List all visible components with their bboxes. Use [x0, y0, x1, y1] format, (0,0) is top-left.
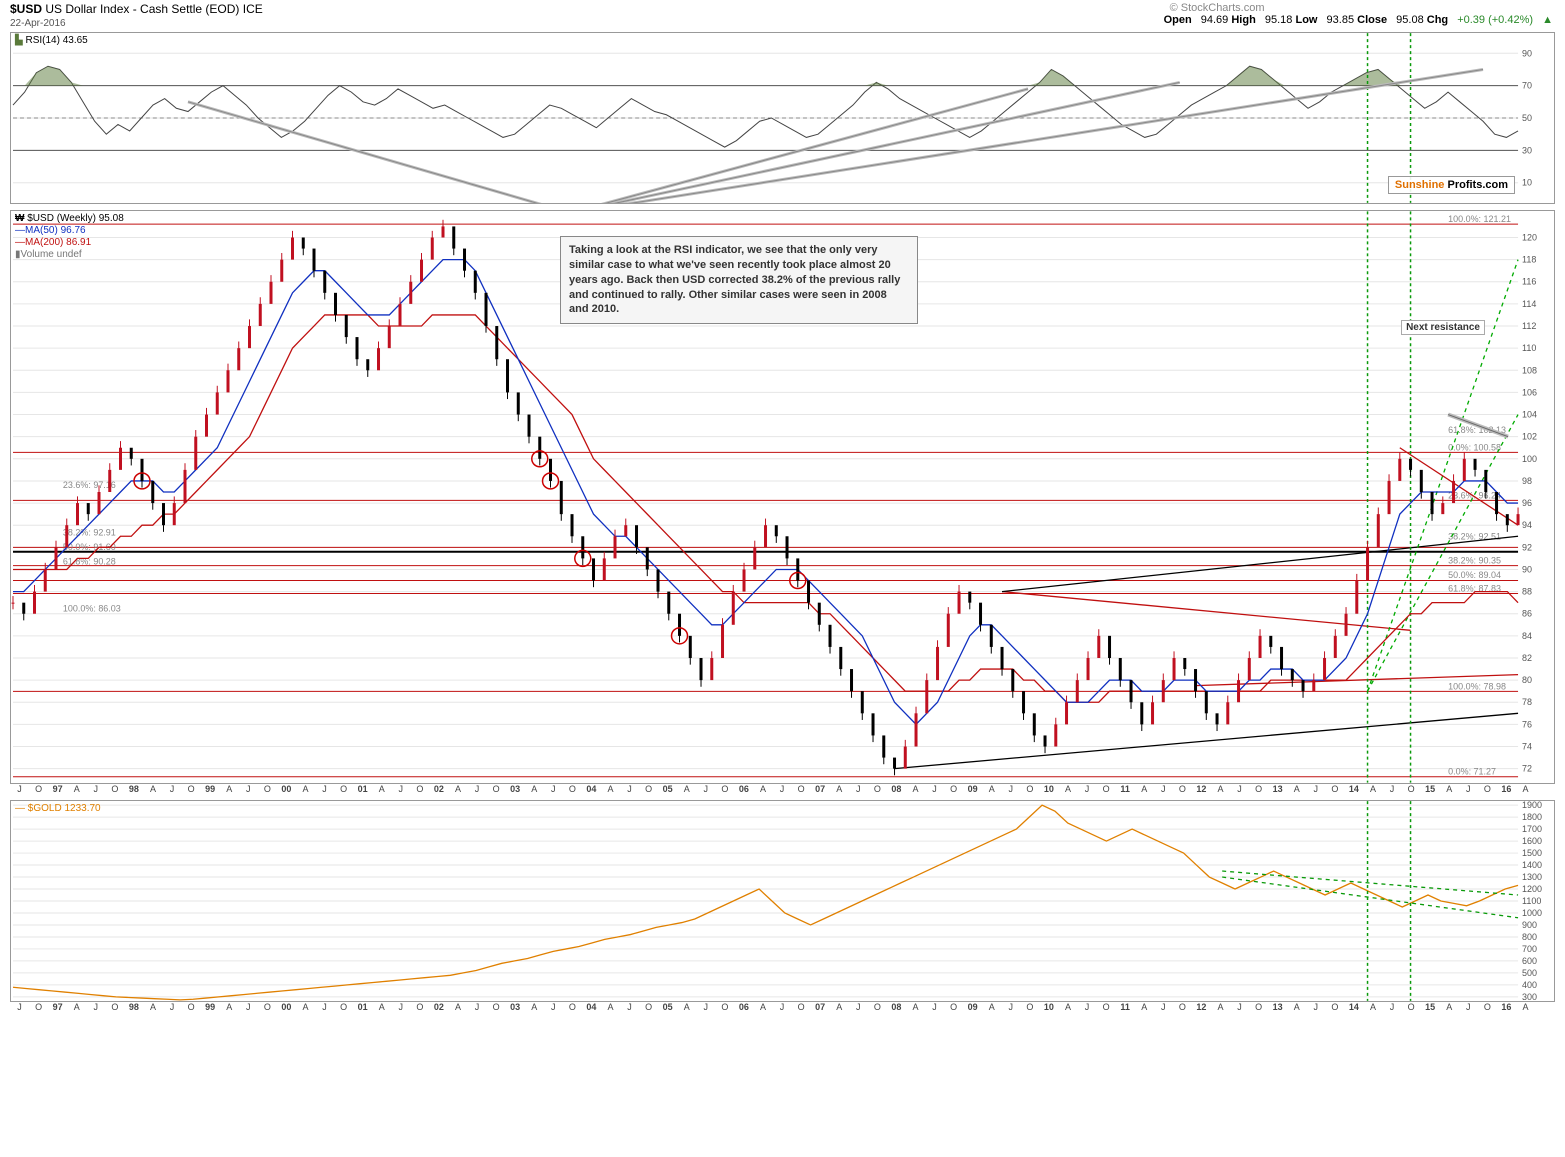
svg-text:0.0%: 71.27: 0.0%: 71.27 — [1448, 767, 1496, 777]
svg-text:1000: 1000 — [1522, 908, 1542, 918]
exchange: ICE — [243, 2, 263, 16]
svg-text:104: 104 — [1522, 410, 1537, 420]
chart-title: $USD US Dollar Index - Cash Settle (EOD)… — [10, 2, 263, 16]
svg-text:50: 50 — [1522, 113, 1532, 123]
svg-text:400: 400 — [1522, 980, 1537, 990]
svg-text:76: 76 — [1522, 719, 1532, 729]
svg-text:23.6%: 97.16: 23.6%: 97.16 — [63, 480, 116, 490]
svg-text:88: 88 — [1522, 587, 1532, 597]
svg-text:1600: 1600 — [1522, 836, 1542, 846]
chg-value: +0.39 (+0.42%) — [1457, 14, 1533, 26]
svg-text:96: 96 — [1522, 498, 1532, 508]
rsi-plot: 10 30 50 70 90 — [11, 33, 1554, 203]
svg-text:1800: 1800 — [1522, 812, 1542, 822]
rsi-legend: ▙ RSI(14) 43.65 — [15, 35, 88, 46]
gold-legend: — $GOLD 1233.70 — [15, 803, 101, 814]
svg-text:78: 78 — [1522, 697, 1532, 707]
svg-text:106: 106 — [1522, 387, 1537, 397]
svg-text:300: 300 — [1522, 992, 1537, 1001]
svg-text:90: 90 — [1522, 48, 1532, 58]
svg-text:110: 110 — [1522, 343, 1536, 353]
svg-text:120: 120 — [1522, 232, 1537, 242]
svg-text:800: 800 — [1522, 932, 1537, 942]
svg-text:500: 500 — [1522, 968, 1537, 978]
svg-text:102: 102 — [1522, 432, 1537, 442]
svg-text:100: 100 — [1522, 454, 1537, 464]
svg-text:94: 94 — [1522, 520, 1532, 530]
svg-text:1700: 1700 — [1522, 824, 1542, 834]
instrument-name: US Dollar Index - Cash Settle (EOD) — [45, 2, 239, 16]
source-credit: © StockCharts.com — [1170, 2, 1265, 14]
svg-text:84: 84 — [1522, 631, 1532, 641]
svg-text:100.0%: 86.03: 100.0%: 86.03 — [63, 603, 121, 613]
gold-panel: — $GOLD 1233.70 300 400 500 600 700 800 900 100… — [10, 800, 1555, 1002]
svg-text:116: 116 — [1522, 277, 1536, 287]
svg-text:100.0%: 78.98: 100.0%: 78.98 — [1448, 681, 1506, 691]
up-arrow-icon: ▲ — [1542, 14, 1553, 26]
svg-text:1200: 1200 — [1522, 884, 1542, 894]
svg-text:82: 82 — [1522, 653, 1532, 663]
svg-text:100.0%: 121.21: 100.0%: 121.21 — [1448, 214, 1511, 224]
xaxis-gold: JO97AJO98AJO99AJO00AJO01AJO02AJO03AJO04A… — [10, 1002, 1535, 1016]
svg-text:900: 900 — [1522, 920, 1537, 930]
svg-text:38.2%: 92.51: 38.2%: 92.51 — [1448, 532, 1501, 542]
svg-text:1300: 1300 — [1522, 872, 1542, 882]
svg-text:80: 80 — [1522, 675, 1532, 685]
chart-date: 22-Apr-2016 — [10, 18, 66, 29]
svg-text:112: 112 — [1522, 321, 1536, 331]
svg-text:74: 74 — [1522, 742, 1532, 752]
svg-text:114: 114 — [1522, 299, 1536, 309]
svg-text:1900: 1900 — [1522, 801, 1542, 810]
svg-text:1400: 1400 — [1522, 860, 1542, 870]
next-resistance-label: Next resistance — [1401, 320, 1485, 335]
price-legend: ₩ $USD (Weekly) 95.08 —MA(50) 96.76 —MA(… — [15, 213, 124, 261]
svg-text:70: 70 — [1522, 81, 1532, 91]
svg-text:86: 86 — [1522, 609, 1532, 619]
svg-text:38.2%: 90.35: 38.2%: 90.35 — [1448, 556, 1501, 566]
rsi-panel: ▙ RSI(14) 43.65 10 30 50 70 90 — [10, 32, 1555, 204]
svg-text:90: 90 — [1522, 564, 1532, 574]
gold-plot: 300 400 500 600 700 800 900 1000 1100 1200 1300 140… — [11, 801, 1554, 1001]
svg-text:50.0%: 89.04: 50.0%: 89.04 — [1448, 570, 1501, 580]
svg-text:38.2%: 92.91: 38.2%: 92.91 — [63, 527, 116, 537]
svg-text:98: 98 — [1522, 476, 1532, 486]
svg-text:10: 10 — [1522, 178, 1532, 188]
svg-text:118: 118 — [1522, 255, 1536, 265]
svg-text:92: 92 — [1522, 542, 1532, 552]
watermark: Sunshine Profits.com — [1388, 176, 1515, 194]
rsi-annotation: Taking a look at the RSI indicator, we s… — [560, 236, 918, 324]
svg-text:1500: 1500 — [1522, 848, 1542, 858]
ohlc-bar: © StockCharts.com Open 94.69 High 95.18 … — [1164, 2, 1553, 26]
svg-text:600: 600 — [1522, 956, 1537, 966]
svg-text:108: 108 — [1522, 365, 1537, 375]
symbol: $USD — [10, 2, 42, 16]
svg-text:0.0%: 100.58: 0.0%: 100.58 — [1448, 442, 1501, 452]
svg-text:1100: 1100 — [1522, 896, 1541, 906]
svg-text:700: 700 — [1522, 944, 1537, 954]
svg-text:23.6%: 96.24: 23.6%: 96.24 — [1448, 490, 1501, 500]
chart-root: $USD US Dollar Index - Cash Settle (EOD)… — [0, 0, 1565, 1157]
svg-text:30: 30 — [1522, 145, 1532, 155]
xaxis-price: JO97AJO98AJO99AJO00AJO01AJO02AJO03AJO04A… — [10, 784, 1535, 798]
svg-text:72: 72 — [1522, 764, 1532, 774]
